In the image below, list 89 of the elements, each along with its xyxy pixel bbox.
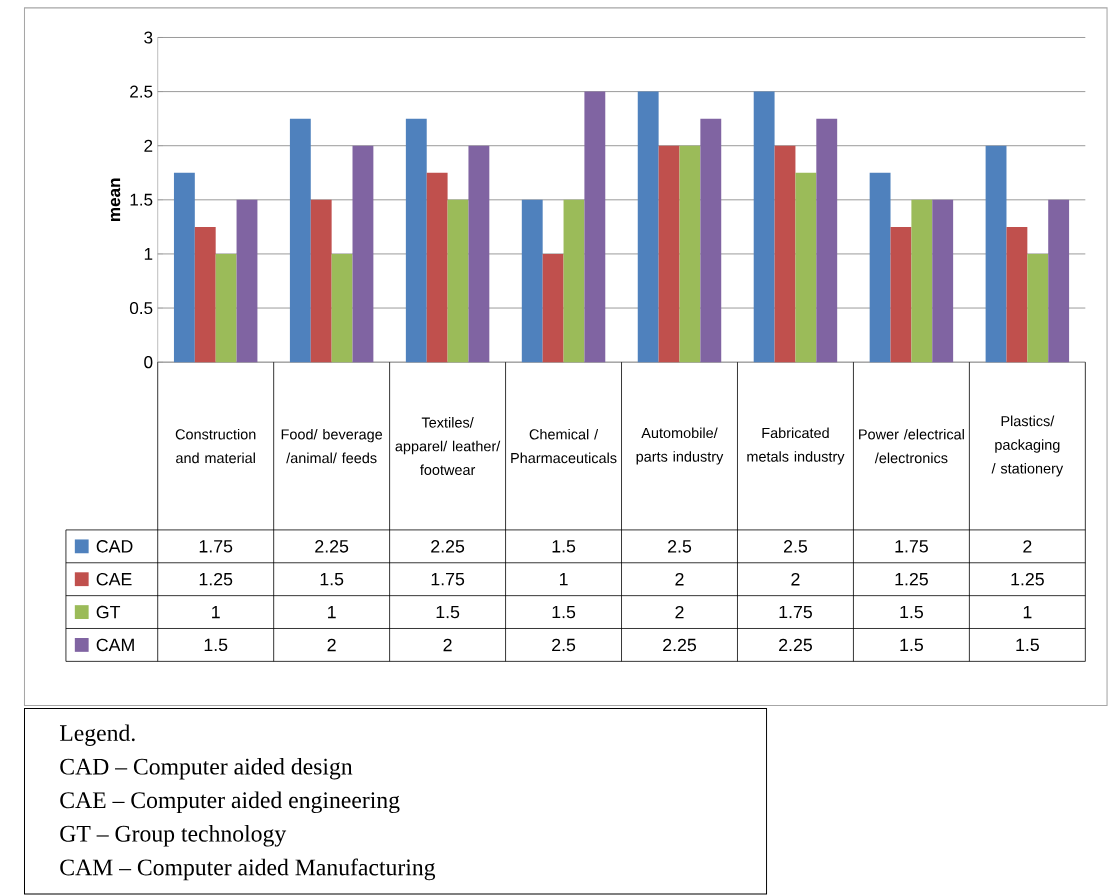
bar — [426, 172, 448, 363]
data-label: 1.75 — [431, 573, 465, 586]
data-label: 1.75 — [779, 605, 812, 619]
legend-label: CAM — [96, 638, 134, 652]
data-label: 2 — [1023, 540, 1032, 553]
bar — [215, 253, 237, 363]
bar — [173, 172, 195, 363]
text: CAE – Computer aided engineering — [60, 791, 400, 814]
y-tick-label: 0.5 — [129, 301, 153, 315]
bar — [869, 172, 891, 363]
x-tick-label: Chemical / Pharmaceuticals — [511, 428, 617, 464]
x-tick-label: Plastics/ packaging / stationery — [991, 415, 1064, 477]
data-label: 1.5 — [552, 540, 576, 553]
bar — [700, 118, 722, 363]
x-tick-label: Textiles/ apparel/ leather/ footwear — [395, 417, 501, 476]
x-tick-label: Construction and material — [175, 428, 256, 464]
bar — [584, 91, 606, 363]
y-tick-label: 2 — [144, 139, 153, 152]
data-label: 1.25 — [199, 572, 233, 586]
legend-label: CAD — [96, 540, 133, 553]
data-label: 1 — [328, 605, 336, 619]
data-label: 1.5 — [552, 605, 576, 619]
text: CAD – Computer aided design — [60, 757, 353, 780]
bar — [911, 199, 933, 363]
data-label: 1.75 — [895, 540, 928, 553]
legend-label: GT — [96, 605, 121, 619]
data-label: 2.25 — [431, 540, 465, 553]
bar — [985, 145, 1007, 363]
y-tick-label: 0 — [144, 356, 153, 369]
bar — [795, 172, 817, 363]
bar — [563, 199, 585, 363]
bar — [405, 118, 427, 363]
y-tick-label: 3 — [144, 31, 153, 44]
bar — [194, 226, 216, 363]
data-label: 1 — [212, 605, 220, 619]
bar — [774, 145, 796, 363]
data-label: 1 — [1023, 605, 1032, 619]
data-label: 1.25 — [895, 572, 928, 586]
legend-label: CAE — [96, 572, 132, 586]
bar — [310, 199, 332, 363]
bar — [816, 118, 838, 363]
y-axis-title: mean — [110, 178, 121, 222]
x-tick-label: Food/ beverage /animal/ feeds — [281, 428, 383, 464]
data-label: 1.5 — [1016, 638, 1039, 652]
bar — [447, 199, 469, 363]
x-tick-label: Automobile/ parts industry — [636, 427, 724, 465]
x-tick-label: Fabricated metals industry — [747, 427, 845, 465]
y-tick-label: 1 — [144, 248, 153, 260]
text: CAM – Computer aided Manufacturing — [60, 858, 436, 881]
data-label: 2.5 — [784, 540, 808, 553]
y-tick-label: 2.5 — [130, 85, 153, 98]
data-label: 1.5 — [320, 573, 344, 586]
data-label: 1.5 — [436, 605, 460, 619]
data-label: 1.25 — [1011, 572, 1044, 586]
data-label: 2.5 — [552, 638, 576, 652]
bar — [1027, 253, 1049, 363]
data-label: 2.25 — [315, 540, 349, 553]
bar — [658, 145, 680, 363]
bar — [236, 199, 258, 363]
bar — [352, 145, 374, 363]
data-label: 2.25 — [779, 638, 812, 652]
data-label: 2.25 — [663, 638, 697, 652]
x-tick-label: Power /electrical /electronics — [859, 428, 964, 464]
bar — [542, 253, 564, 363]
data-label: 2 — [675, 605, 684, 619]
bar — [932, 199, 954, 363]
bar — [753, 91, 775, 363]
bar — [468, 145, 490, 363]
data-label: 2 — [443, 638, 452, 652]
data-label: 2 — [327, 638, 336, 652]
data-label: 2.5 — [668, 540, 692, 553]
data-label: 1.5 — [900, 638, 924, 652]
bar — [331, 253, 353, 363]
data-label: 1 — [559, 573, 568, 586]
bar — [890, 226, 912, 363]
data-label: 1.75 — [199, 540, 233, 553]
data-label: 1.5 — [900, 605, 924, 619]
bar — [1048, 199, 1070, 363]
bar — [1006, 226, 1028, 363]
text: Legend. — [59, 724, 135, 746]
data-label: 2 — [675, 572, 684, 586]
bar — [289, 118, 311, 363]
data-label: 1.5 — [204, 638, 228, 652]
bar — [637, 91, 659, 363]
data-label: 2 — [791, 572, 800, 586]
bar — [521, 199, 543, 363]
text: GT – Group technology — [60, 825, 287, 847]
y-tick-label: 1.5 — [130, 193, 153, 206]
bar — [679, 145, 701, 363]
